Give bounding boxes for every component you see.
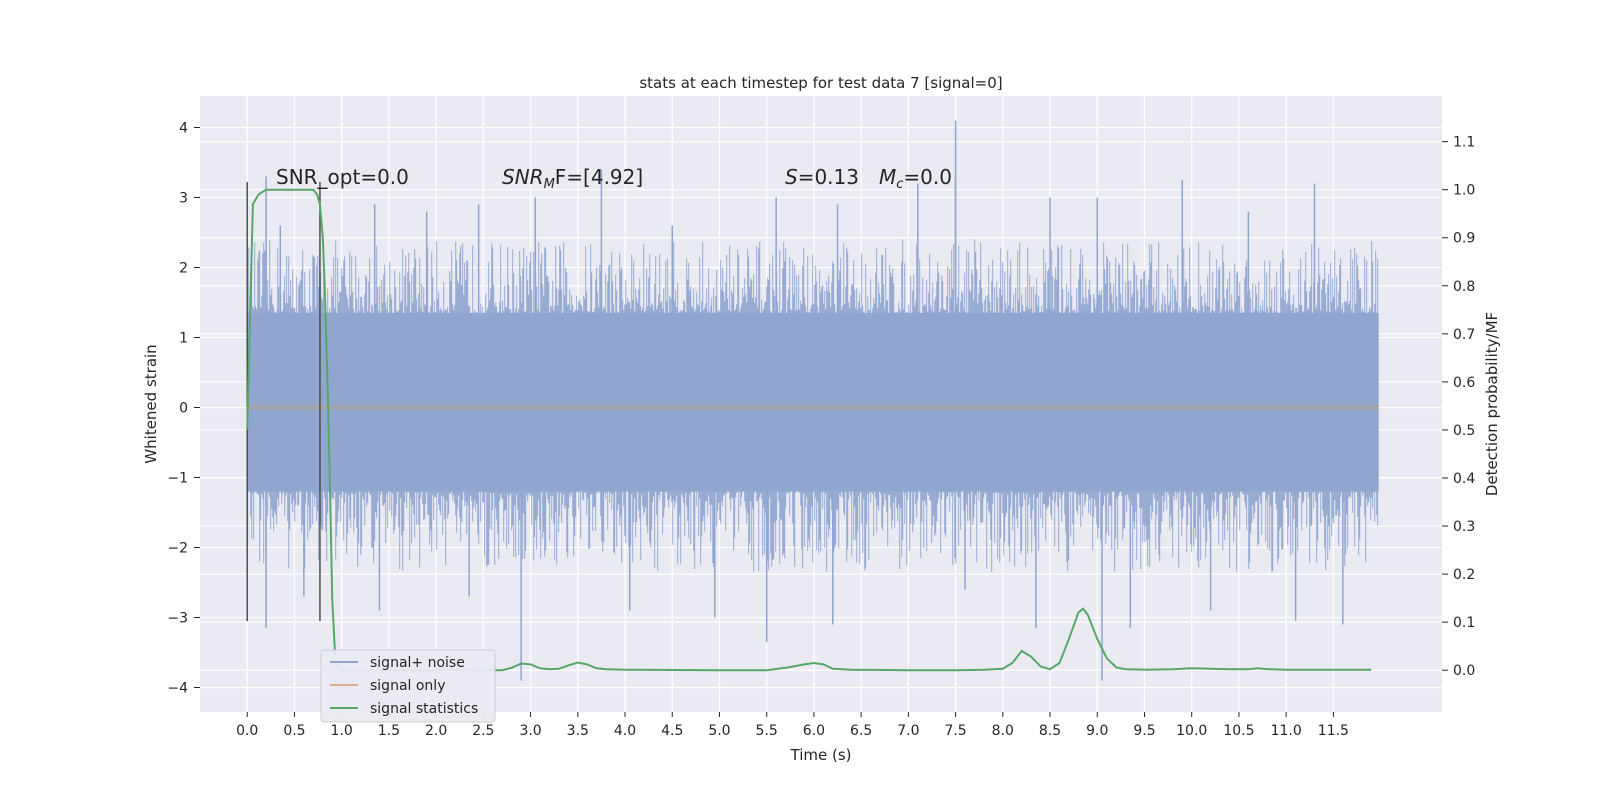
legend-item-noise: signal+ noise xyxy=(370,655,465,671)
y-tick-label: 0 xyxy=(179,401,188,417)
annotation-mc-rest: =0.0 xyxy=(903,165,952,189)
y2-tick-label: 0.5 xyxy=(1453,423,1475,439)
y2-tick-label: 0.3 xyxy=(1453,519,1475,535)
y2-tick-label: 0.2 xyxy=(1453,567,1475,583)
noise-band xyxy=(247,313,1379,492)
y-tick-label: 1 xyxy=(179,331,188,347)
y2-tick-label: 0.4 xyxy=(1453,471,1475,487)
x-tick-label: 5.0 xyxy=(708,723,730,739)
y-tick-label: 3 xyxy=(179,191,188,207)
y-tick-label: −4 xyxy=(167,681,188,697)
x-tick-label: 1.0 xyxy=(331,723,353,739)
x-tick-label: 0.5 xyxy=(283,723,305,739)
x-tick-label: 4.0 xyxy=(614,723,636,739)
x-tick-label: 5.5 xyxy=(756,723,778,739)
y2-tick-label: 0.8 xyxy=(1453,279,1475,295)
annotation-snr-opt: SNR_opt=0.0 xyxy=(276,165,409,189)
x-tick-label: 11.0 xyxy=(1271,723,1302,739)
x-tick-label: 4.5 xyxy=(661,723,683,739)
y-tick-label: −3 xyxy=(167,611,188,627)
y2-tick-label: 0.9 xyxy=(1453,231,1475,247)
y-tick-label: −1 xyxy=(167,471,188,487)
x-tick-label: 8.0 xyxy=(992,723,1014,739)
x-tick-label: 10.5 xyxy=(1223,723,1254,739)
annotation-mc: Mc=0.0 xyxy=(879,165,952,192)
x-tick-label: 0.0 xyxy=(236,723,258,739)
legend-item-signal: signal only xyxy=(370,678,445,694)
legend-item-stats: signal statistics xyxy=(370,701,478,717)
x-tick-label: 11.5 xyxy=(1318,723,1349,739)
y2-tick-label: 0.7 xyxy=(1453,327,1475,343)
y2-tick-label: 0.0 xyxy=(1453,663,1475,679)
annotation-snr-mf: SNRMF=[4.92] xyxy=(502,165,643,192)
x-tick-label: 3.0 xyxy=(519,723,541,739)
x-axis-ticks: 0.0 0.5 1.0 1.5 2.0 2.5 3.0 3.5 4.0 4.5 5.0 5.5 6.0 6… xyxy=(236,712,1349,739)
y2-tick-label: 1.1 xyxy=(1453,135,1475,151)
y2-axis-label: Detection probability/MF xyxy=(1483,312,1501,496)
x-tick-label: 3.5 xyxy=(567,723,589,739)
annotation-snr-mf-main: SNR xyxy=(502,165,544,189)
annotation-s: S=0.13 xyxy=(785,165,859,189)
legend-box xyxy=(320,649,496,723)
chart-title: stats at each timestep for test data 7 [… xyxy=(639,74,1002,92)
stats-series xyxy=(246,188,1372,672)
x-tick-label: 8.5 xyxy=(1039,723,1061,739)
y-axis-ticks: −4 −3 −2 −1 0 1 2 3 4 xyxy=(167,121,200,697)
legend: signal+ noise signal only signal statist… xyxy=(320,649,496,723)
y2-tick-label: 0.1 xyxy=(1453,615,1475,631)
x-tick-label: 7.5 xyxy=(944,723,966,739)
x-tick-label: 1.5 xyxy=(378,723,400,739)
y2-tick-label: 0.6 xyxy=(1453,375,1475,391)
stats-line xyxy=(246,188,1372,672)
annotation-snr-mf-rest: F=[4.92] xyxy=(555,165,643,189)
x-tick-label: 10.0 xyxy=(1176,723,1207,739)
x-tick-label: 9.0 xyxy=(1086,723,1108,739)
y-tick-label: 2 xyxy=(179,261,188,277)
y-tick-label: −2 xyxy=(167,541,188,557)
x-tick-label: 2.5 xyxy=(472,723,494,739)
x-tick-label: 7.0 xyxy=(897,723,919,739)
x-tick-label: 2.0 xyxy=(425,723,447,739)
annotation-mc-main: M xyxy=(879,165,896,189)
y2-axis-ticks: 0.0 0.1 0.2 0.3 0.4 0.5 0.6 0.7 0.8 0.9 1.0 1.1 xyxy=(1442,135,1475,679)
x-tick-label: 9.5 xyxy=(1133,723,1155,739)
y-axis-label: Whitened strain xyxy=(142,344,160,463)
y-tick-label: 4 xyxy=(179,121,188,137)
x-axis-label: Time (s) xyxy=(790,746,852,764)
annotation-s-main: S xyxy=(785,165,798,189)
annotation-snr-mf-sub: M xyxy=(544,177,555,192)
noise-series xyxy=(247,120,1379,681)
annotation-mc-sub: c xyxy=(896,177,903,192)
x-tick-label: 6.5 xyxy=(850,723,872,739)
annotation-s-rest: =0.13 xyxy=(798,165,859,189)
x-tick-label: 6.0 xyxy=(803,723,825,739)
y2-tick-label: 1.0 xyxy=(1453,183,1475,199)
